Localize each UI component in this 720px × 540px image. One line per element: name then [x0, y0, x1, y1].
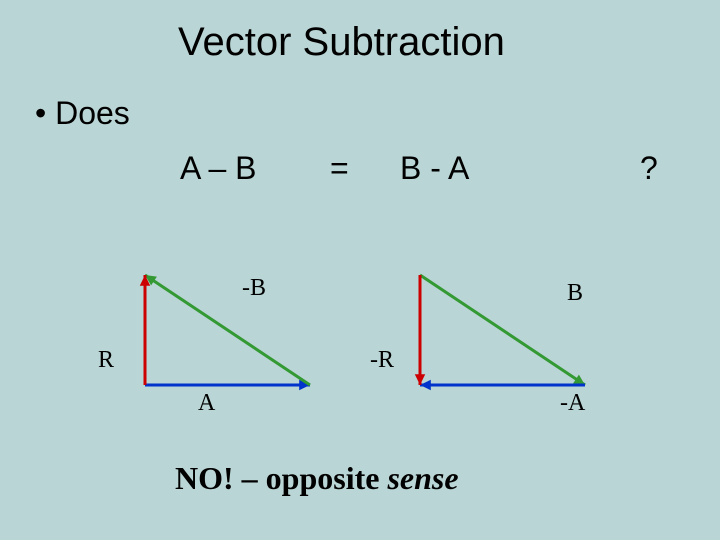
- slide-title: Vector Subtraction: [178, 20, 505, 65]
- eq-part-1: =: [330, 150, 349, 187]
- svg-text:-B: -B: [242, 275, 266, 301]
- slide: Vector Subtraction • Does A – B = B - A …: [0, 0, 720, 540]
- eq-part-2: B - A: [400, 150, 469, 187]
- svg-text:A: A: [198, 390, 216, 416]
- right-triangle: B-R-A: [395, 255, 635, 425]
- svg-text:R: R: [98, 347, 114, 373]
- eq-part-3: ?: [640, 150, 658, 187]
- svg-text:-A: -A: [560, 390, 586, 416]
- conclusion: NO! – opposite sense: [175, 460, 459, 497]
- svg-text:B: B: [567, 280, 583, 306]
- conclusion-prefix: NO! – opposite: [175, 460, 387, 496]
- conclusion-italic: sense: [387, 460, 458, 496]
- left-triangle: -B R A: [90, 255, 330, 425]
- bullet-does: • Does: [35, 95, 130, 132]
- eq-part-0: A – B: [180, 150, 257, 187]
- svg-text:-R: -R: [370, 347, 394, 373]
